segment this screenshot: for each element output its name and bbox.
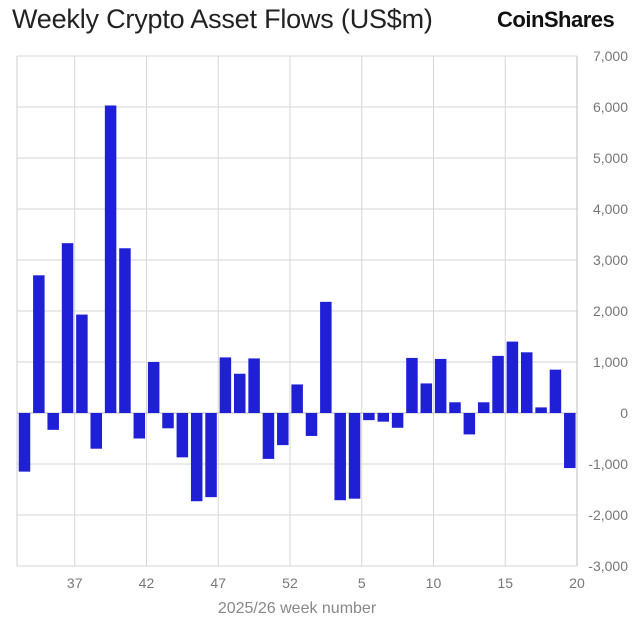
y-tick-label: 0: [620, 405, 628, 421]
bar: [33, 275, 45, 413]
x-tick-label: 10: [426, 575, 442, 591]
bar: [506, 341, 519, 413]
y-tick-label: -3,000: [588, 558, 628, 574]
y-tick-label: 1,000: [593, 354, 628, 370]
bar: [363, 413, 375, 421]
bar: [147, 362, 160, 413]
bar: [234, 373, 246, 413]
bar: [133, 413, 146, 439]
bar: [262, 413, 275, 459]
x-tick-label: 20: [569, 575, 585, 591]
bar: [61, 243, 74, 413]
bar: [348, 413, 361, 499]
bar: [205, 413, 217, 498]
y-tick-label: 2,000: [593, 303, 628, 319]
bar: [391, 413, 404, 428]
y-tick-label: -2,000: [588, 507, 628, 523]
y-tick-label: 3,000: [593, 252, 628, 268]
bar: [477, 402, 490, 413]
bar: [434, 358, 447, 413]
y-tick-label: 6,000: [593, 99, 628, 115]
bar: [420, 383, 433, 413]
x-tick-label: 5: [358, 575, 366, 591]
y-tick-label: 4,000: [593, 201, 628, 217]
bar: [190, 413, 203, 502]
coinshares-logo: CoinShares: [497, 7, 615, 32]
bar: [176, 413, 189, 458]
bar: [463, 413, 476, 435]
bar: [248, 358, 260, 413]
y-tick-label: 5,000: [593, 150, 628, 166]
bar: [305, 413, 318, 436]
bar: [291, 384, 303, 413]
bar: [492, 355, 504, 413]
bar: [377, 413, 389, 422]
y-tick-label: -1,000: [588, 456, 628, 472]
x-tick-labels: 37 42 47 52 5 10 15 20: [67, 575, 585, 591]
bar: [334, 413, 346, 501]
x-tick-label: 37: [67, 575, 83, 591]
bar: [320, 301, 332, 413]
bar: [90, 413, 102, 449]
bar: [449, 402, 461, 413]
chart-title: Weekly Crypto Asset Flows (US$m): [12, 4, 433, 34]
bar: [549, 369, 562, 413]
x-tick-label: 47: [210, 575, 226, 591]
bar: [104, 105, 117, 413]
bar: [535, 407, 547, 413]
bar: [162, 413, 174, 429]
bar: [119, 248, 131, 413]
bars: [18, 105, 576, 502]
gridlines: [17, 55, 577, 567]
bar: [18, 413, 31, 472]
bar: [76, 314, 88, 413]
x-axis-title: 2025/26 week number: [218, 600, 377, 617]
bar: [277, 413, 289, 446]
bar: [521, 352, 533, 413]
y-tick-labels: -3,000 -2,000 -1,000 0 1,000 2,000 3,000 4,000 5…: [588, 48, 628, 574]
x-tick-label: 52: [282, 575, 298, 591]
bar: [406, 357, 418, 413]
bar: [47, 413, 59, 430]
bar: [219, 357, 232, 413]
x-tick-label: 15: [497, 575, 513, 591]
y-tick-label: 7,000: [593, 48, 628, 64]
x-tick-label: 42: [139, 575, 155, 591]
bar: [564, 413, 576, 469]
